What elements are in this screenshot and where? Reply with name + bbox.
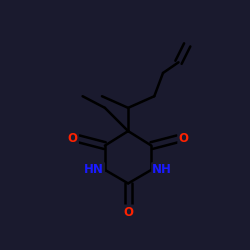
Text: O: O (68, 132, 78, 145)
Text: HN: HN (84, 163, 104, 176)
Text: O: O (178, 132, 188, 145)
Text: O: O (123, 206, 133, 219)
Text: NH: NH (152, 163, 172, 176)
Text: NH: NH (152, 163, 172, 176)
Text: HN: HN (84, 163, 104, 176)
Text: O: O (68, 132, 78, 145)
Text: O: O (123, 206, 133, 219)
Text: O: O (178, 132, 188, 145)
